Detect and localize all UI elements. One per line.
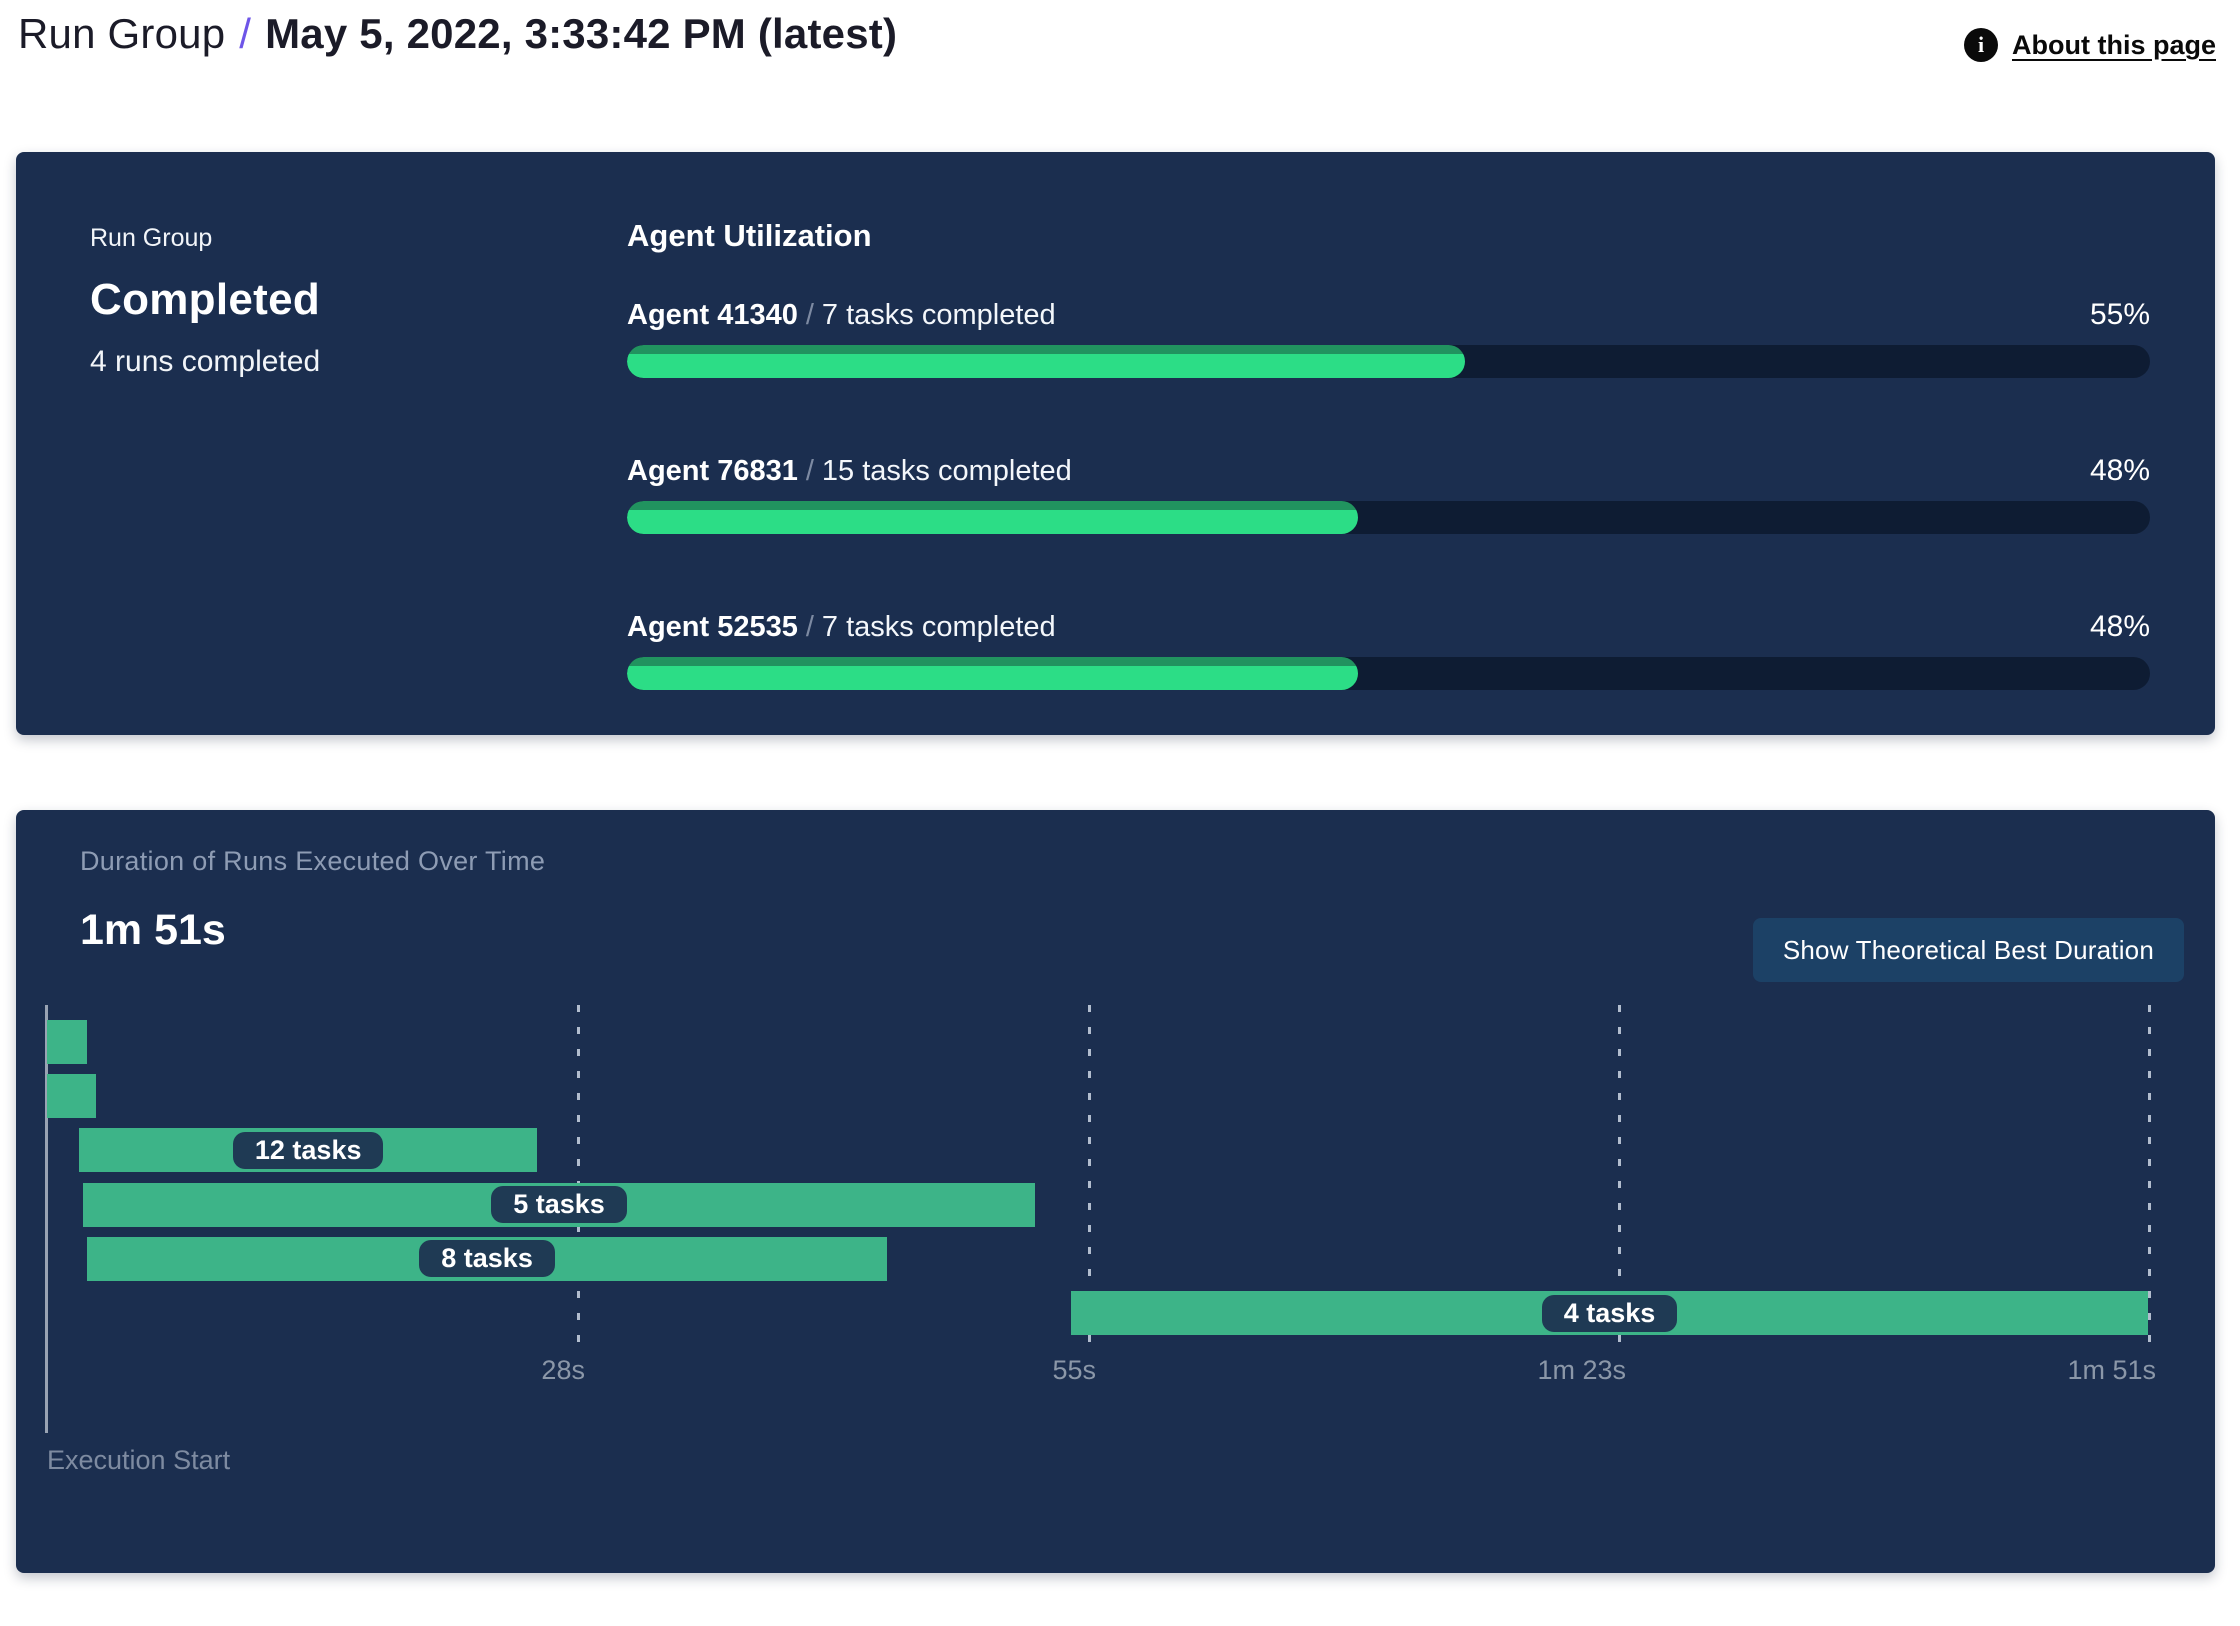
- runs-completed-text: 4 runs completed: [90, 345, 321, 378]
- axis-tick-label: 28s: [541, 1355, 585, 1385]
- run-group-status-panel: Run Group Completed 4 runs completed Age…: [16, 152, 2215, 735]
- run-task-count-pill: 12 tasks: [232, 1131, 384, 1169]
- runs-gantt-chart: 28s 55s 1m 23s 1m 51s 12 tasks 5 tasks 8 tasks…: [45, 1005, 2156, 1435]
- total-duration-value: 1m 51s: [80, 906, 226, 954]
- agent-name: Agent 41340: [627, 299, 798, 331]
- run-bar[interactable]: 12 tasks: [79, 1128, 538, 1173]
- page-header: Run Group / May 5, 2022, 3:33:42 PM (lat…: [0, 0, 2240, 62]
- agent-label-separator: /: [805, 455, 814, 487]
- agent-tasks-completed: 7 tasks completed: [821, 299, 1056, 331]
- run-bar[interactable]: 4 tasks: [1071, 1291, 2148, 1335]
- axis-tick-label: 55s: [1052, 1355, 1097, 1385]
- show-theoretical-best-duration-button[interactable]: Show Theoretical Best Duration: [1752, 918, 2184, 982]
- agent-utilization-percent: 48%: [2089, 454, 2150, 487]
- agent-utilization-percent: 48%: [2089, 610, 2150, 643]
- agent-tasks-completed: 15 tasks completed: [821, 455, 1072, 487]
- run-bar[interactable]: 8 tasks: [86, 1236, 888, 1281]
- agent-utilization-bar-track: [627, 345, 2150, 378]
- gridline-55s: [1088, 1005, 1092, 1352]
- status-badge: Completed: [90, 275, 321, 324]
- duration-panel: Duration of Runs Executed Over Time 1m 5…: [16, 810, 2215, 1573]
- about-this-page[interactable]: i About this page: [1964, 28, 2216, 62]
- agent-utilization-title: Agent Utilization: [627, 218, 872, 253]
- page-title: May 5, 2022, 3:33:42 PM (latest): [265, 10, 898, 57]
- duration-chart-title: Duration of Runs Executed Over Time: [80, 846, 546, 876]
- run-task-count-pill: 5 tasks: [491, 1186, 627, 1224]
- agent-tasks-completed: 7 tasks completed: [821, 611, 1056, 643]
- agent-utilization-bar-fill: [627, 345, 1465, 378]
- info-icon[interactable]: i: [1964, 28, 1998, 62]
- execution-start-axis-line: [45, 1005, 48, 1433]
- summary-label: Run Group: [90, 224, 213, 252]
- run-task-count-pill: 4 tasks: [1541, 1294, 1678, 1332]
- agent-utilization-row: Agent 41340/7 tasks completed 55%: [627, 298, 2150, 378]
- gridline-28s: [576, 1005, 580, 1352]
- agent-utilization-percent: 55%: [2089, 298, 2150, 331]
- breadcrumb-separator: /: [239, 10, 252, 57]
- about-this-page-link[interactable]: About this page: [2012, 29, 2216, 60]
- axis-tick-label: 1m 51s: [2067, 1355, 2156, 1385]
- execution-start-label: Execution Start: [47, 1445, 231, 1475]
- agent-utilization-bar-track: [627, 501, 2150, 534]
- gridline-1m-23s: [1618, 1005, 1622, 1352]
- axis-tick-label: 1m 23s: [1537, 1355, 1627, 1385]
- agent-utilization-row: Agent 52535/7 tasks completed 48%: [627, 610, 2150, 690]
- breadcrumb-root[interactable]: Run Group: [18, 10, 226, 57]
- run-group-summary: Run Group Completed 4 runs completed: [90, 218, 627, 735]
- agent-label-separator: /: [805, 611, 814, 643]
- agent-utilization-bar-track: [627, 657, 2150, 690]
- agent-utilization-row: Agent 76831/15 tasks completed 48%: [627, 454, 2150, 534]
- breadcrumb: Run Group / May 5, 2022, 3:33:42 PM (lat…: [18, 10, 897, 58]
- run-bar[interactable]: 5 tasks: [82, 1182, 1036, 1227]
- agent-name: Agent 76831: [627, 455, 798, 487]
- agent-label-separator: /: [805, 299, 814, 331]
- run-bar[interactable]: [47, 1020, 87, 1064]
- run-bar[interactable]: [47, 1074, 97, 1119]
- agent-utilization-rows: Agent 41340/7 tasks completed 55% Agent 76…: [627, 298, 2150, 690]
- run-task-count-pill: 8 tasks: [419, 1240, 555, 1278]
- agent-name: Agent 52535: [627, 611, 798, 643]
- agent-utilization-section: Agent Utilization Agent 41340/7 tasks co…: [627, 218, 2150, 735]
- gridline-1m-51s: [2148, 1005, 2151, 1352]
- agent-utilization-bar-fill: [627, 501, 1359, 534]
- agent-utilization-bar-fill: [627, 657, 1359, 690]
